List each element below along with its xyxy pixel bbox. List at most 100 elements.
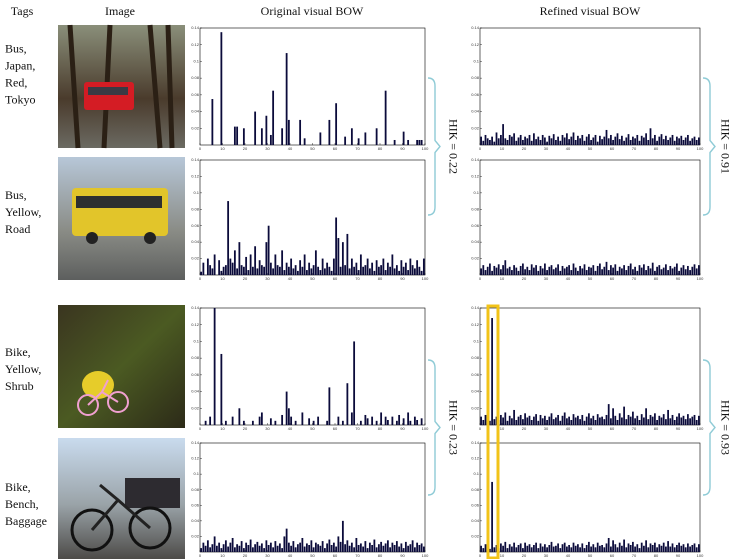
bracket	[428, 360, 440, 495]
x-tick-label: 40	[566, 276, 571, 281]
x-tick-label: 60	[333, 276, 338, 281]
bar	[630, 417, 632, 425]
bar	[238, 546, 240, 552]
bar	[209, 265, 211, 275]
bar	[349, 546, 351, 552]
bar	[487, 138, 489, 145]
bar	[344, 544, 346, 552]
bar	[553, 547, 555, 552]
bar	[581, 268, 583, 275]
bar	[515, 420, 517, 425]
bar	[493, 419, 495, 425]
bar	[623, 141, 625, 145]
bar	[286, 392, 288, 425]
bar	[529, 135, 531, 145]
bar	[485, 544, 487, 552]
bar	[590, 418, 592, 425]
bar	[619, 267, 621, 275]
bar	[641, 414, 643, 425]
bar	[376, 421, 378, 425]
bar	[579, 419, 581, 425]
y-tick-label: 0.08	[471, 355, 480, 360]
bar	[687, 414, 689, 425]
bar	[652, 417, 654, 425]
bar	[308, 263, 310, 275]
plot-frame	[480, 28, 700, 145]
x-tick-label: 0	[199, 553, 202, 558]
bar	[632, 412, 634, 425]
bar	[234, 250, 236, 275]
y-tick-label: 0.14	[191, 305, 200, 310]
bar	[698, 137, 700, 145]
bar	[421, 140, 423, 145]
x-tick-label: 80	[654, 426, 659, 431]
x-tick-label: 90	[676, 426, 681, 431]
bar	[261, 265, 263, 275]
bar	[652, 138, 654, 145]
bar	[568, 417, 570, 425]
bar	[645, 133, 647, 145]
bar	[685, 547, 687, 552]
bar	[652, 263, 654, 275]
x-tick-label: 20	[243, 146, 248, 151]
x-tick-label: 60	[610, 276, 615, 281]
bar	[694, 543, 696, 552]
bar	[407, 412, 409, 425]
bar	[236, 127, 238, 145]
bar	[691, 267, 693, 275]
bar	[674, 547, 676, 552]
x-tick-label: 100	[697, 553, 704, 558]
bar	[496, 268, 498, 275]
bar	[597, 142, 599, 145]
bar	[220, 32, 222, 145]
bar	[630, 264, 632, 276]
bar	[507, 268, 509, 275]
bar	[322, 541, 324, 552]
x-tick-label: 20	[243, 426, 248, 431]
x-tick-label: 60	[610, 553, 615, 558]
bar	[625, 137, 627, 145]
bar	[364, 541, 366, 552]
bar	[592, 265, 594, 275]
bar	[636, 544, 638, 552]
bar	[617, 547, 619, 552]
bar	[394, 545, 396, 552]
bar	[513, 133, 515, 145]
bar	[625, 419, 627, 425]
bar	[256, 542, 258, 552]
plot-frame	[200, 28, 425, 145]
x-tick-label: 90	[400, 146, 405, 151]
bar	[227, 201, 229, 275]
bar	[669, 547, 671, 552]
bar	[551, 138, 553, 145]
y-tick-label: 0.14	[191, 440, 200, 445]
x-tick-label: 70	[632, 426, 637, 431]
tag: Bus,	[5, 188, 27, 202]
bar	[509, 416, 511, 425]
y-tick-label: 0.02	[191, 125, 200, 130]
bar	[696, 420, 698, 425]
bar	[669, 418, 671, 425]
bar	[588, 542, 590, 552]
bar	[364, 415, 366, 425]
bar	[661, 417, 663, 425]
bar	[584, 264, 586, 275]
bar	[301, 267, 303, 275]
bar	[326, 263, 328, 275]
bar	[566, 133, 568, 145]
bar	[394, 140, 396, 145]
bar	[533, 545, 535, 552]
bar	[265, 540, 267, 552]
bar	[606, 415, 608, 425]
x-tick-label: 30	[265, 553, 270, 558]
bar	[400, 260, 402, 275]
bar	[601, 545, 603, 552]
bar	[537, 421, 539, 425]
bar	[518, 137, 520, 145]
bar	[238, 242, 240, 275]
y-tick-label: 0.06	[191, 223, 200, 228]
bar	[225, 421, 227, 425]
bar	[299, 120, 301, 145]
bar	[634, 267, 636, 275]
bar	[590, 140, 592, 145]
